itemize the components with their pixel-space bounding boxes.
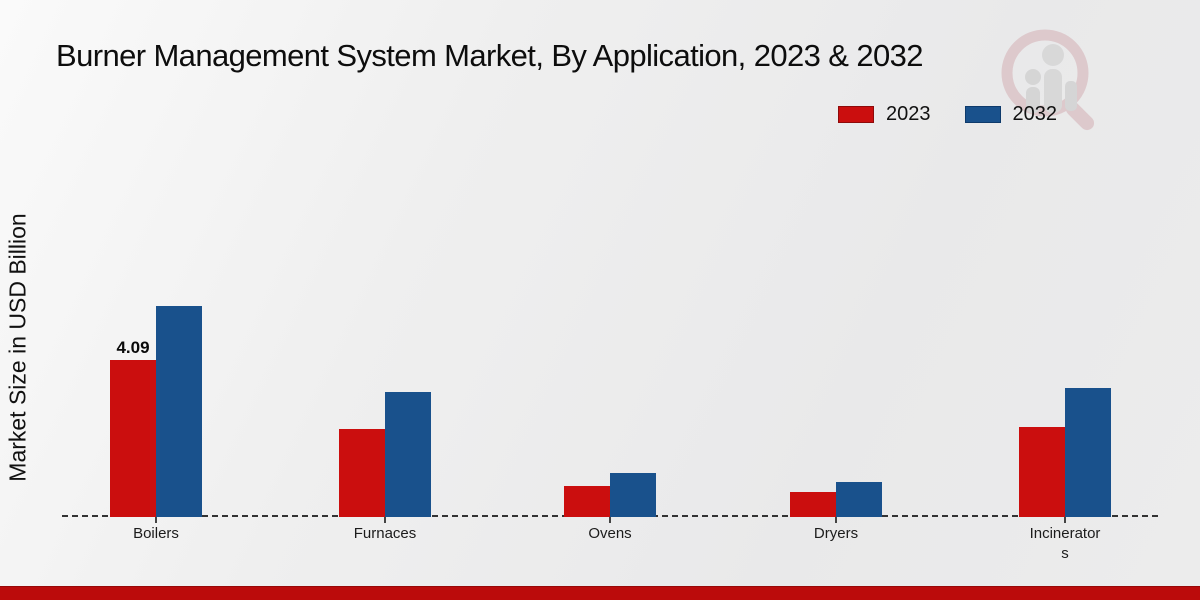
chart-title: Burner Management System Market, By Appl… xyxy=(56,38,924,73)
category-label-boilers: Boilers xyxy=(133,525,179,542)
bar-2032-furnaces xyxy=(385,392,431,517)
category-label-dryers: Dryers xyxy=(813,525,859,542)
x-axis-tick-dryers xyxy=(835,517,837,523)
bar-2032-ovens xyxy=(610,473,656,517)
footer-accent-bar xyxy=(0,586,1200,600)
bar-2023-ovens xyxy=(564,486,610,517)
bar-2023-boilers xyxy=(110,360,156,517)
bar-2023-furnaces xyxy=(339,429,385,517)
category-label-furnaces: Furnaces xyxy=(353,525,417,542)
bar-2032-dryers xyxy=(836,482,882,517)
x-axis-tick-furnaces xyxy=(384,517,386,523)
bar-2032-incinerators xyxy=(1065,388,1111,517)
x-axis-tick-boilers xyxy=(155,517,157,523)
legend-item-2032: 2032 xyxy=(964,103,1058,126)
legend-item-2023: 2023 xyxy=(838,103,931,126)
bar-value-label-2023-boilers: 4.09 xyxy=(116,338,150,357)
legend-label-2032: 2032 xyxy=(1012,103,1058,125)
x-axis-tick-incinerators xyxy=(1064,517,1066,523)
category-label-ovens: Ovens xyxy=(588,525,632,542)
legend-label-2023: 2023 xyxy=(886,103,931,125)
x-axis-tick-ovens xyxy=(609,517,611,523)
bar-2023-incinerators xyxy=(1019,427,1065,517)
bar-2023-dryers xyxy=(790,492,836,517)
legend-swatch-2023 xyxy=(838,106,874,123)
legend-swatch-2032 xyxy=(964,106,1001,123)
bar-2032-boilers xyxy=(156,306,202,517)
category-label-incinerators: Incinerator s xyxy=(1029,525,1101,562)
legend: 2023 2032 xyxy=(838,103,1057,126)
